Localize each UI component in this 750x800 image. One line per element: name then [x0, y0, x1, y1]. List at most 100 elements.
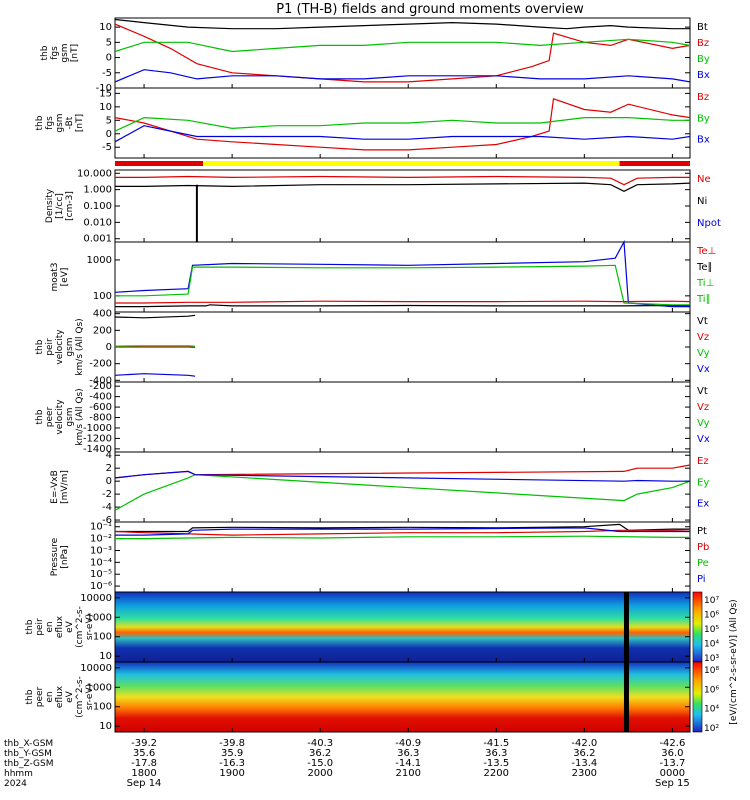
legend-label: Ne	[697, 174, 711, 185]
y-axis-label: thb	[35, 339, 45, 354]
time-axis-value: 36.0	[661, 748, 683, 759]
y-tick-label: 10⁻²	[90, 534, 112, 545]
y-tick-label: 2	[106, 463, 112, 474]
time-axis-row-label: 2024	[4, 779, 27, 789]
time-axis-value: 2200	[484, 768, 509, 779]
time-axis-value: -42.0	[571, 738, 597, 749]
panel-frame	[114, 311, 691, 383]
y-axis-label: moat3	[50, 262, 60, 291]
series-fgs_gse-Bx	[114, 125, 691, 143]
panel-vel_ion: 400 200 0 -200 -400 thb peir velocity gsm km/s (A…	[35, 309, 710, 387]
y-axis-label: Pressure	[50, 537, 60, 576]
y-axis-label: [1/cc]	[55, 193, 65, 219]
y-tick-label: -5	[102, 142, 112, 153]
time-axis: thb_X-GSM -39.2 -39.8 -40.3 -40.9 -41.5 -42.0 -…	[4, 738, 690, 789]
time-axis-row-label: thb_Y-GSM	[4, 749, 52, 759]
panel-temp: 1000 100 moat3 [eV] Te⊥ Te∥ Ti⊥ Ti∥	[50, 239, 716, 313]
y-axis-label: en	[45, 621, 55, 632]
y-axis-label: eV	[65, 620, 75, 633]
y-tick-label: 1000	[87, 682, 112, 693]
y-axis-label: [cm-3]	[65, 191, 75, 221]
mode-segment	[619, 161, 690, 166]
series-pressure-Pi	[115, 527, 690, 536]
y-axis-label: gsm	[65, 337, 75, 356]
series-fgs_gse-By	[114, 116, 690, 132]
panel-frame	[114, 169, 691, 243]
legend-label: Vt	[697, 316, 708, 327]
y-tick-label: -200	[89, 381, 112, 392]
panel-fgs_gse: 15 10 5 0 -5 thb fgs gsm -Bt [nT] Bz By Bx	[35, 87, 710, 159]
y-tick-label: -5	[102, 68, 112, 79]
legend-label: Vx	[697, 364, 710, 375]
y-tick-label: 10000	[80, 663, 112, 674]
series-pressure-Pb	[114, 529, 691, 536]
time-axis-value: 36.3	[397, 748, 419, 759]
y-tick-label: 0	[106, 476, 112, 487]
y-tick-label: -600	[89, 402, 112, 413]
y-tick-label: 1000	[87, 255, 112, 266]
legend-label: Ti∥	[696, 294, 711, 305]
series-temp-Ti⊥	[114, 239, 690, 308]
y-axis-label: thb	[40, 45, 50, 60]
y-tick-label: 200	[93, 325, 112, 336]
y-tick-label: 10	[99, 102, 112, 113]
mode-segment	[203, 161, 620, 166]
y-tick-label: 0.100	[83, 201, 112, 212]
series-fgs-Bz	[114, 23, 691, 83]
y-tick-label: -1000	[83, 423, 112, 434]
time-axis-value: 2300	[572, 768, 597, 779]
panel-vel_elec: -200-400-600-800-1000-1200-1400 thb peer ve…	[35, 381, 710, 455]
colorbar-tick-label: 10³	[704, 654, 719, 664]
y-axis-label: (cm^2-s-	[75, 606, 85, 648]
panel-frame	[114, 87, 691, 159]
spectrogram-gap	[623, 592, 629, 662]
series-fgs-By	[114, 38, 691, 53]
time-axis-value: -42.6	[659, 738, 685, 749]
legend-label: Bz	[697, 38, 709, 49]
y-axis-label: [nT]	[70, 44, 80, 62]
y-axis-label: [nT]	[75, 114, 85, 132]
panel-frame	[114, 661, 691, 733]
legend-label: Te∥	[696, 262, 713, 273]
time-axis-row-label: thb_Z-GSM	[4, 759, 53, 769]
y-axis-label: eflux	[55, 685, 65, 708]
y-tick-label: 0	[106, 342, 112, 353]
legend-label: Ni	[697, 196, 707, 207]
y-axis-label: peir	[45, 338, 55, 356]
legend-label: Ez	[697, 456, 709, 467]
y-tick-label: 0	[106, 53, 112, 64]
y-tick-label: -200	[89, 359, 112, 370]
time-axis-value: 36.2	[309, 748, 331, 759]
time-axis-value: -14.1	[395, 758, 421, 769]
legend-label: Vx	[697, 434, 710, 445]
y-axis-label: -Bt	[65, 116, 75, 129]
time-axis-value: 36.3	[485, 748, 507, 759]
colorbar-tick-label: 10⁸	[704, 666, 719, 676]
y-axis-label: sr-eV)	[85, 614, 95, 640]
colorbar-tick-label: 10⁶	[704, 685, 719, 695]
y-axis-label: thb	[35, 115, 45, 130]
y-tick-label: 0.001	[83, 234, 112, 245]
legend-label: By	[697, 54, 710, 65]
time-axis-value: 0000	[660, 768, 685, 779]
time-axis-value: -13.7	[659, 758, 685, 769]
time-axis-value: -41.5	[483, 738, 509, 749]
y-axis-label: velocity	[55, 329, 65, 365]
series-fgs-Bt	[114, 18, 690, 30]
y-axis-label: [nPa]	[60, 545, 70, 568]
y-axis-label: thb	[25, 619, 35, 634]
y-tick-label: -10	[96, 83, 112, 94]
y-tick-label: 100	[93, 702, 112, 713]
time-axis-value: -13.4	[571, 758, 597, 769]
y-axis-label: sr-eV)	[85, 684, 95, 710]
colorbar-tick-label: 10⁵	[704, 625, 719, 635]
y-tick-label: 10	[99, 721, 112, 732]
legend-label: Pi	[697, 574, 706, 585]
panel-fgs: 10 5 0 -5 -10 thb fgs gsm [nT] Bt Bz By Bx	[40, 17, 710, 94]
time-axis-value: -16.3	[219, 758, 245, 769]
series-efield-Ey	[114, 474, 691, 511]
colorbar-tick-label: 10²	[704, 724, 719, 734]
y-tick-label: 10⁻⁴	[90, 557, 112, 568]
y-tick-label: -1200	[83, 433, 112, 444]
